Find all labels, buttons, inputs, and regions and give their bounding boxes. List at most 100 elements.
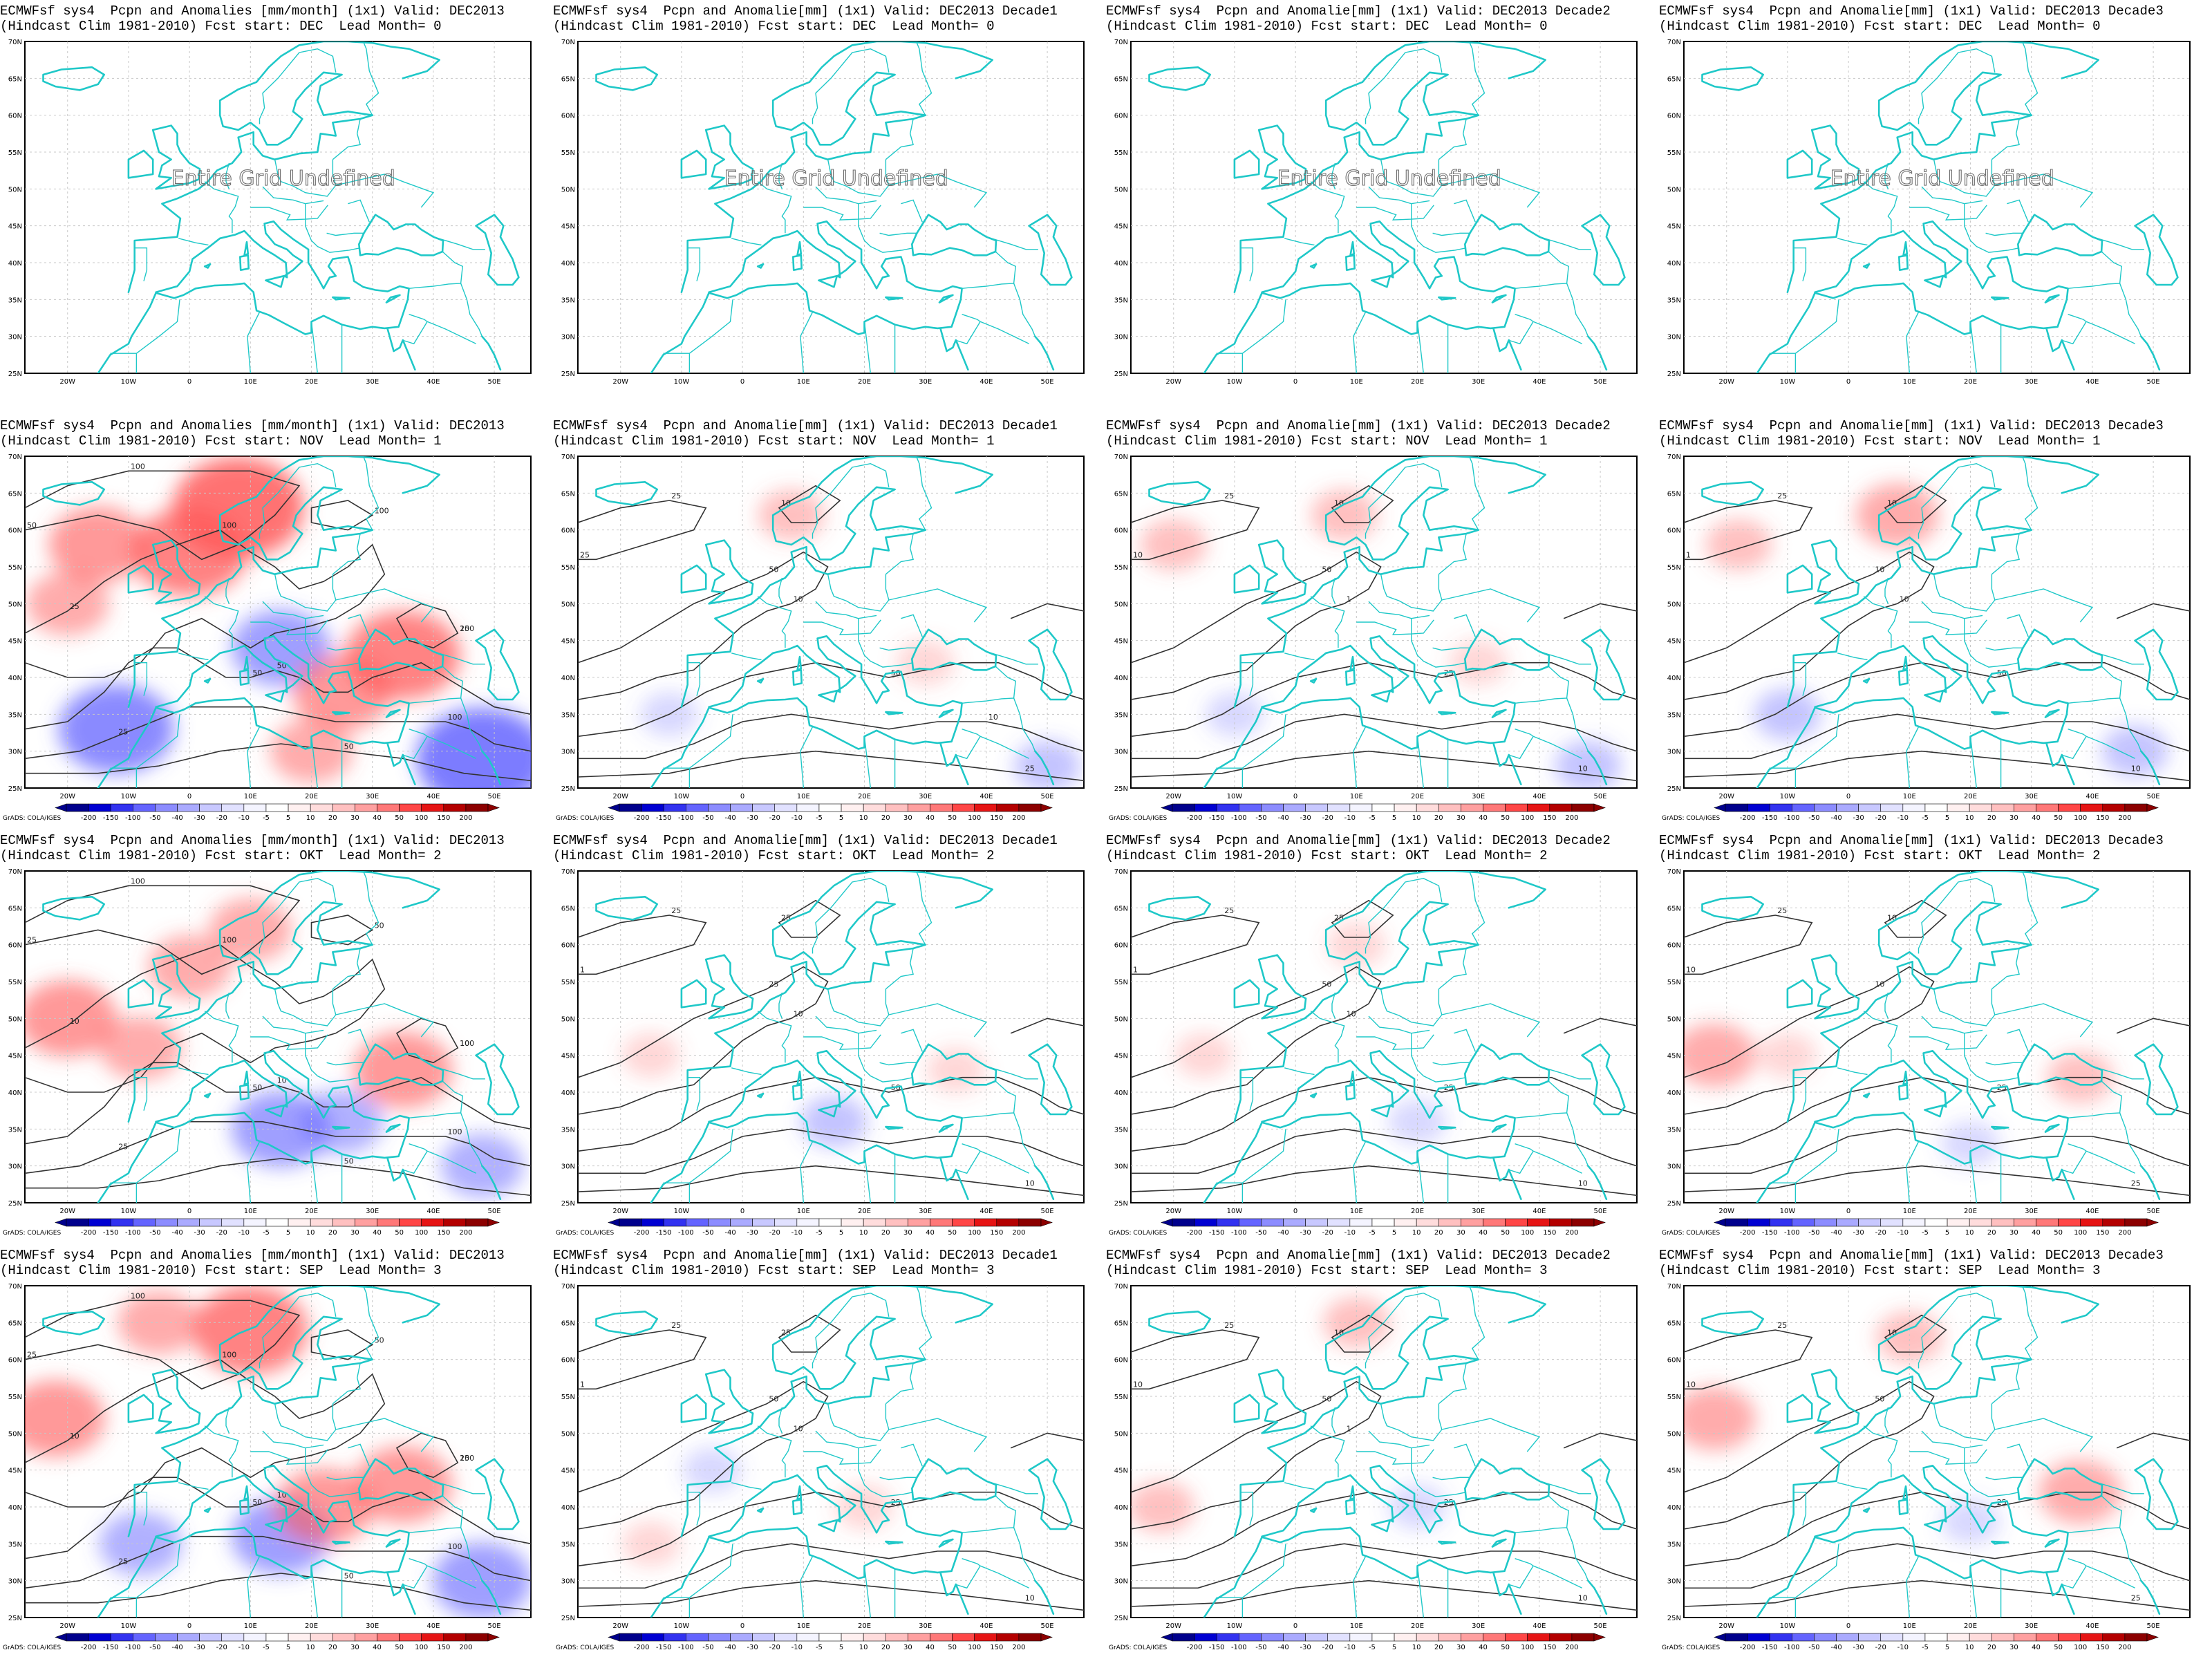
colorbar-label: -20 bbox=[1875, 1229, 1886, 1237]
country-border bbox=[1909, 619, 1987, 635]
colorbar-label: -100 bbox=[678, 1644, 694, 1651]
coastline bbox=[265, 274, 285, 288]
contour-label: 1 bbox=[1347, 594, 1351, 603]
contour-line bbox=[1331, 1314, 1394, 1353]
colorbar-label: -100 bbox=[1231, 1229, 1247, 1237]
coastline bbox=[1587, 750, 1608, 785]
lat-tick-label: 25N bbox=[1667, 371, 1681, 378]
colorbar-swatch bbox=[774, 1218, 798, 1227]
country-border bbox=[1284, 1482, 1315, 1490]
coastline bbox=[2044, 1123, 2060, 1133]
country-border bbox=[1793, 1077, 1807, 1111]
contour-label: 100 bbox=[460, 1039, 474, 1048]
colorbar-label: -10 bbox=[238, 1229, 250, 1237]
colorbar-swatch bbox=[2124, 803, 2148, 812]
country-border bbox=[1454, 199, 1476, 223]
colorbar-arrow-min bbox=[608, 803, 620, 812]
panel-title: ECMWFsf sys4 Pcpn and Anomalie[mm] (1x1)… bbox=[1659, 1248, 2164, 1263]
coastline bbox=[127, 1358, 373, 1537]
lon-tick-label: 10W bbox=[1780, 793, 1796, 800]
country-border bbox=[110, 767, 138, 788]
country-border bbox=[1921, 186, 1983, 205]
contour-line bbox=[2116, 603, 2190, 619]
colorbar-arrow-max bbox=[1040, 803, 1053, 812]
colorbar-swatch bbox=[796, 1633, 820, 1642]
lat-tick-label: 50N bbox=[1667, 1430, 1681, 1438]
panel-title: ECMWFsf sys4 Pcpn and Anomalie[mm] (1x1)… bbox=[1106, 1248, 1611, 1263]
colorbar-label: 200 bbox=[459, 814, 472, 822]
country-border bbox=[1515, 1080, 1569, 1118]
country-border bbox=[1240, 1077, 1254, 1111]
lon-tick-label: 20E bbox=[858, 378, 871, 386]
country-border bbox=[1310, 1425, 1345, 1478]
colorbar-swatch bbox=[908, 1218, 930, 1227]
country-border bbox=[204, 596, 239, 648]
country-border bbox=[1985, 1062, 2023, 1066]
contour-line bbox=[1131, 750, 1637, 782]
contour-line bbox=[778, 485, 841, 523]
colorbar-label: 20 bbox=[1987, 814, 1996, 822]
country-border bbox=[2021, 456, 2038, 531]
country-border bbox=[663, 1597, 691, 1618]
colorbar-label: -40 bbox=[724, 1229, 735, 1237]
coastline bbox=[1810, 124, 1860, 190]
coastline bbox=[243, 241, 250, 256]
colorbar-swatch bbox=[1172, 803, 1195, 812]
panel-subtitle: (Hindcast Clim 1981-2010) Fcst start: OK… bbox=[553, 848, 995, 863]
contour-line bbox=[578, 1543, 1084, 1589]
lat-tick-label: 60N bbox=[561, 113, 575, 120]
country-border bbox=[1013, 1112, 1036, 1166]
coastline bbox=[2134, 1043, 2179, 1116]
country-border bbox=[827, 1403, 890, 1441]
country-border bbox=[178, 1482, 209, 1490]
panel-title: ECMWFsf sys4 Pcpn and Anomalie[mm] (1x1)… bbox=[1659, 833, 2164, 848]
colorbar-swatch bbox=[221, 803, 245, 812]
colorbar-swatch bbox=[421, 1633, 444, 1642]
colorbar-label: 100 bbox=[1521, 814, 1534, 822]
coastline bbox=[704, 124, 754, 190]
colorbar-swatch bbox=[265, 1633, 289, 1642]
colorbar-label: -10 bbox=[238, 1644, 250, 1651]
country-border bbox=[803, 1449, 881, 1465]
lat-tick-label: 65N bbox=[1667, 905, 1681, 912]
country-border bbox=[310, 321, 318, 373]
contour-label: 25 bbox=[1224, 491, 1234, 500]
forecast-panel-r2c3: 25 10 25 10 25 10 1 10 20W 10W 0 10E 20E 30E 40E 50E 70N… bbox=[1659, 830, 2212, 1244]
anomaly-blob bbox=[99, 1016, 182, 1080]
panel-subtitle: (Hindcast Clim 1981-2010) Fcst start: NO… bbox=[0, 433, 442, 449]
coastline bbox=[818, 1104, 838, 1118]
country-border bbox=[204, 1011, 239, 1063]
colorbar-credit: GrADS: COLA/IGES bbox=[556, 1644, 614, 1651]
coastline bbox=[1902, 1070, 1909, 1086]
coastline bbox=[1581, 1458, 1626, 1530]
coastline bbox=[332, 1540, 350, 1545]
contour-label: 50 bbox=[1322, 565, 1331, 574]
coastline bbox=[1034, 1165, 1055, 1200]
coastline bbox=[704, 954, 754, 1020]
lon-tick-label: 30E bbox=[1472, 1208, 1485, 1215]
colorbar-swatch bbox=[730, 1633, 753, 1642]
country-border bbox=[1454, 1029, 1476, 1052]
colorbar-swatch bbox=[1018, 1218, 1042, 1227]
coastline bbox=[1786, 564, 1813, 594]
contour-line bbox=[578, 966, 829, 1115]
country-border bbox=[409, 1080, 463, 1118]
country-border bbox=[731, 1482, 762, 1490]
country-border bbox=[800, 1141, 814, 1203]
colorbar-arrow-min bbox=[1714, 803, 1726, 812]
contour-label: 100 bbox=[448, 1127, 462, 1136]
lat-tick-label: 60N bbox=[561, 1357, 575, 1365]
colorbar-swatch bbox=[332, 803, 355, 812]
country-border bbox=[1380, 988, 1443, 1027]
lon-tick-label: 10W bbox=[121, 1208, 137, 1215]
coastline bbox=[796, 1485, 803, 1501]
colorbar-swatch bbox=[1371, 1218, 1395, 1227]
colorbar-credit: GrADS: COLA/IGES bbox=[3, 1230, 61, 1237]
lon-tick-label: 30E bbox=[366, 1622, 379, 1630]
lat-tick-label: 55N bbox=[1114, 564, 1128, 572]
colorbar-swatch bbox=[686, 1633, 709, 1642]
lon-tick-label: 0 bbox=[740, 1208, 744, 1215]
country-border bbox=[1368, 1015, 1430, 1034]
colorbar-swatch bbox=[952, 1218, 975, 1227]
colorbar-label: 50 bbox=[1501, 1644, 1510, 1651]
